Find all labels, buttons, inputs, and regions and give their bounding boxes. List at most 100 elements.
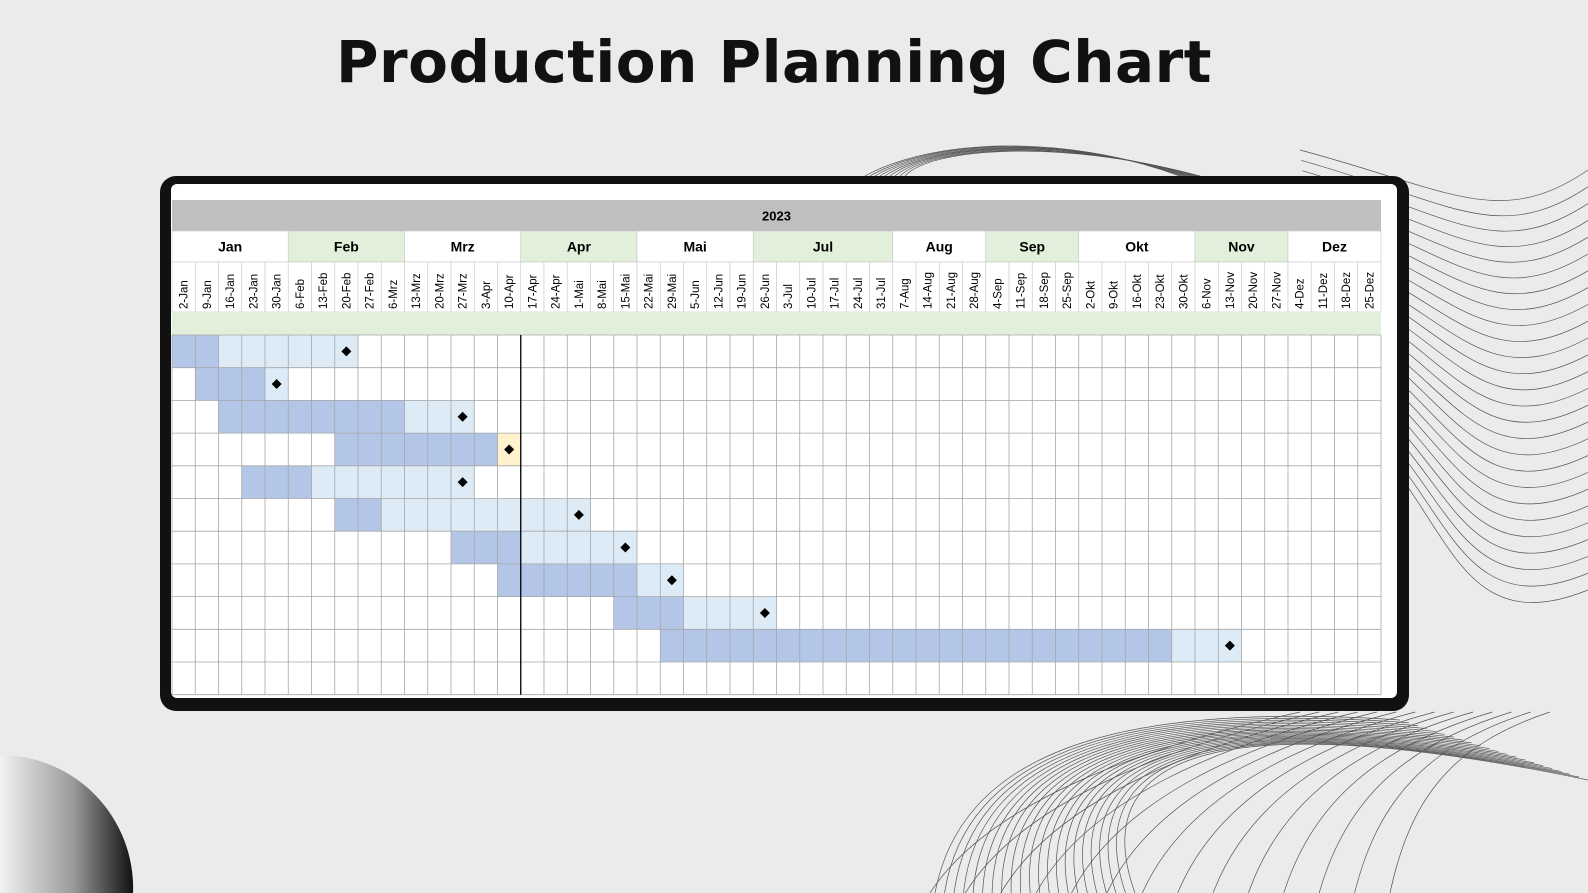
week-label: 13-Feb: [318, 273, 330, 309]
wire-line: [1000, 711, 1339, 893]
wire-line: [1071, 711, 1378, 893]
task-bar-cell: [334, 400, 358, 434]
task-bar-cell: [358, 498, 382, 532]
task-bar-cell: [613, 563, 637, 597]
task-bar-cell: [195, 335, 219, 368]
wire-line: [1035, 711, 1358, 893]
wire-line: [1010, 729, 1472, 893]
wire-line: [874, 146, 1186, 177]
week-label: 27-Feb: [365, 273, 377, 309]
wire-line: [1099, 741, 1562, 893]
task-bar-cell: [613, 596, 637, 630]
week-label: 4-Dez: [1295, 278, 1307, 309]
task-bar-cell: [427, 498, 451, 532]
week-label: 31-Jul: [876, 278, 888, 309]
wire-line: [1212, 711, 1454, 893]
wire-line: [953, 719, 1418, 893]
week-label: 6-Mrz: [388, 279, 400, 309]
week-label: 22-Mai: [644, 274, 656, 309]
task-bar-cell: [823, 629, 847, 662]
week-label: 24-Apr: [551, 274, 563, 309]
milestone-marker: [1224, 640, 1235, 651]
task-bar-cell: [451, 498, 475, 532]
task-bar-cell: [1125, 629, 1149, 662]
week-label: 12-Jun: [713, 274, 725, 309]
week-label: 6-Nov: [1202, 278, 1214, 309]
week-label: 13-Mrz: [411, 273, 423, 309]
milestone-marker: [457, 477, 468, 488]
task-bar-cell: [172, 335, 196, 368]
month-label: Jan: [218, 239, 242, 255]
wire-line: [972, 723, 1436, 893]
week-label: 3-Jul: [783, 284, 795, 309]
task-bar-cell: [241, 465, 265, 499]
month-label: Sep: [1019, 239, 1045, 255]
week-label: 21-Aug: [946, 272, 958, 309]
milestone-marker: [271, 379, 282, 390]
task-bar-cell: [195, 367, 219, 401]
wire-line: [934, 715, 1401, 893]
week-label: 27-Nov: [1271, 272, 1283, 309]
wire-line: [1090, 740, 1553, 893]
week-label: 6-Feb: [295, 279, 307, 309]
week-label: 9-Jan: [202, 280, 214, 309]
wire-line: [1283, 711, 1493, 893]
year-label: 2023: [762, 209, 791, 224]
month-label: Apr: [567, 239, 592, 255]
week-label: 20-Mrz: [434, 273, 446, 309]
month-cell: [985, 230, 1080, 263]
task-bar-cell: [404, 498, 428, 532]
wire-line: [1047, 734, 1508, 893]
week-label: 9-Okt: [1109, 280, 1121, 309]
task-bar-cell: [916, 629, 940, 662]
week-label: 25-Dez: [1364, 272, 1376, 309]
task-bar-cell: [358, 400, 382, 434]
milestone-marker: [504, 444, 515, 455]
task-bar-cell: [334, 498, 358, 532]
task-bar-cell: [846, 629, 870, 662]
task-bar-cell: [497, 531, 521, 564]
week-label: 18-Sep: [1039, 272, 1051, 309]
task-bar-cell: [241, 367, 265, 401]
wire-line: [965, 711, 1320, 893]
task-bar-cell: [311, 335, 335, 368]
task-bar-cell: [1009, 629, 1033, 662]
task-bar-cell: [660, 596, 684, 630]
week-label: 10-Apr: [504, 274, 516, 309]
week-label: 2-Okt: [1085, 280, 1097, 309]
task-bar-cell: [1195, 629, 1219, 662]
week-label: 20-Nov: [1248, 272, 1260, 309]
week-label: 27-Mrz: [458, 273, 470, 309]
wire-line: [963, 721, 1427, 893]
month-cell: [171, 230, 289, 263]
wire-line: [1073, 738, 1535, 893]
task-bar-cell: [1171, 629, 1195, 662]
task-bar-cell: [939, 629, 963, 662]
wire-line: [1082, 739, 1544, 893]
week-label: 29-Mai: [667, 274, 679, 309]
week-label: 18-Dez: [1341, 272, 1353, 309]
week-label: 3-Apr: [481, 281, 493, 309]
task-bar-cell: [218, 367, 242, 401]
task-bar-cell: [404, 465, 428, 499]
week-label: 30-Okt: [1178, 274, 1190, 309]
task-bar-cell: [706, 629, 730, 662]
wire-line: [1248, 711, 1474, 893]
task-bar-cell: [730, 596, 754, 630]
wire-line: [1056, 735, 1517, 893]
month-cell: [1287, 230, 1382, 263]
wire-line: [1354, 711, 1531, 893]
task-bar-cell: [985, 629, 1009, 662]
wire-line: [1177, 711, 1435, 893]
task-bar-cell: [427, 433, 451, 466]
gantt-chart: 2023 Jan Feb Mrz Apr Mai Jul Aug Sep Okt Nov Dez 2-J…: [171, 200, 1382, 696]
wire-line: [1001, 728, 1463, 893]
task-bar-cell: [334, 433, 358, 466]
week-label: 7-Aug: [899, 278, 911, 309]
month-label: Jul: [813, 239, 833, 255]
week-label: 8-Mai: [597, 280, 609, 309]
task-bar-cell: [404, 400, 428, 434]
task-bar-cell: [497, 498, 521, 532]
task-bar-cell: [381, 400, 405, 434]
week-label: 20-Feb: [341, 273, 353, 309]
